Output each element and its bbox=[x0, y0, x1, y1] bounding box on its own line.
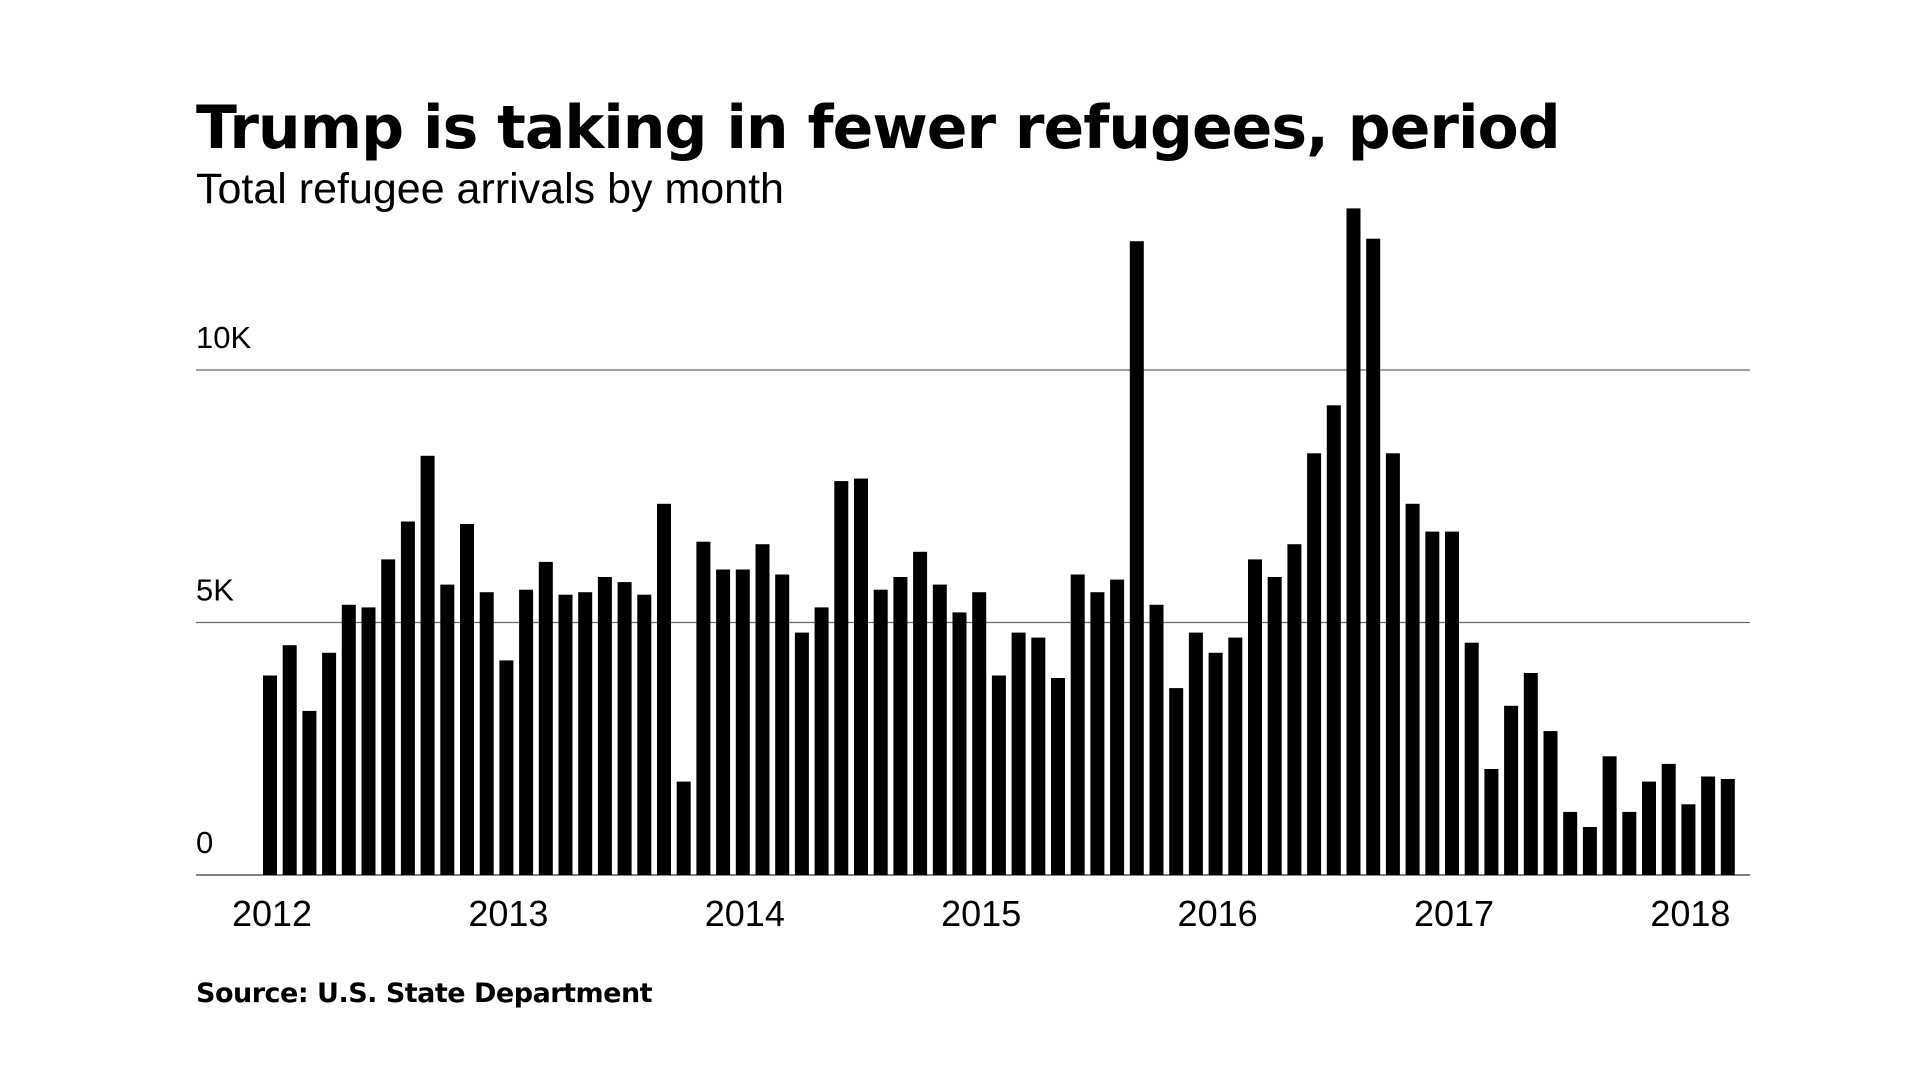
bar bbox=[1110, 579, 1125, 875]
bar bbox=[1248, 559, 1262, 875]
bar bbox=[1642, 781, 1656, 875]
bar bbox=[972, 592, 987, 875]
bar bbox=[1484, 769, 1499, 875]
bar bbox=[755, 544, 770, 875]
bar bbox=[1287, 544, 1302, 875]
bar bbox=[578, 592, 593, 875]
y-axis-labels: 0 5K 10K bbox=[196, 320, 251, 860]
bar bbox=[991, 675, 1006, 875]
bar bbox=[519, 589, 534, 875]
bar bbox=[1464, 642, 1479, 875]
bar bbox=[1070, 574, 1085, 875]
bar bbox=[1425, 531, 1440, 875]
bar bbox=[1681, 804, 1696, 875]
bar bbox=[1504, 705, 1519, 875]
bar bbox=[1563, 811, 1578, 875]
source-note: Source: U.S. State Department bbox=[196, 978, 653, 1009]
bar bbox=[1326, 405, 1341, 875]
chart-subtitle: Total refugee arrivals by month bbox=[196, 165, 784, 213]
bar bbox=[361, 607, 376, 875]
bar bbox=[341, 604, 356, 875]
x-tick-label: 2016 bbox=[1178, 893, 1258, 934]
bar bbox=[597, 577, 612, 875]
bar bbox=[460, 524, 474, 875]
bar bbox=[913, 551, 928, 875]
x-tick-label: 2012 bbox=[232, 893, 312, 934]
bar bbox=[775, 574, 790, 875]
bar bbox=[1661, 763, 1676, 875]
bar bbox=[440, 584, 455, 875]
bar bbox=[558, 594, 573, 875]
bar bbox=[1622, 811, 1637, 875]
bar bbox=[1267, 577, 1282, 875]
bar bbox=[499, 660, 514, 875]
x-tick-label: 2018 bbox=[1650, 893, 1730, 934]
bar bbox=[1720, 779, 1735, 875]
bar bbox=[263, 675, 277, 875]
bar bbox=[952, 612, 967, 875]
bar bbox=[1188, 632, 1203, 875]
bar bbox=[1543, 731, 1558, 875]
bar bbox=[657, 503, 671, 875]
bar bbox=[1129, 241, 1144, 875]
y-tick-label: 5K bbox=[196, 573, 234, 608]
y-tick-label: 0 bbox=[196, 825, 213, 860]
bar bbox=[1208, 652, 1223, 875]
bar bbox=[1169, 688, 1184, 875]
bar bbox=[735, 569, 750, 875]
bar bbox=[1051, 678, 1065, 875]
bar bbox=[1366, 238, 1381, 875]
bar bbox=[1405, 503, 1420, 875]
bar bbox=[322, 652, 337, 875]
bar bbox=[617, 582, 632, 875]
bar bbox=[893, 577, 908, 875]
bar bbox=[854, 478, 868, 875]
bar bbox=[1701, 776, 1716, 875]
bar bbox=[400, 521, 415, 875]
bar bbox=[538, 561, 553, 875]
bar bbox=[1445, 531, 1459, 875]
bar bbox=[1523, 673, 1538, 875]
bar bbox=[1307, 453, 1322, 875]
bar bbox=[873, 589, 888, 875]
bar bbox=[794, 632, 809, 875]
bar bbox=[1346, 208, 1361, 875]
x-tick-label: 2017 bbox=[1414, 893, 1494, 934]
y-tick-label: 10K bbox=[196, 320, 251, 355]
bar bbox=[1031, 637, 1046, 875]
bar bbox=[1090, 592, 1105, 875]
bar bbox=[479, 592, 494, 875]
bar bbox=[696, 541, 711, 875]
x-tick-label: 2014 bbox=[705, 893, 785, 934]
bar bbox=[1385, 453, 1400, 875]
x-tick-label: 2015 bbox=[941, 893, 1021, 934]
bar bbox=[381, 559, 396, 875]
bar bbox=[814, 607, 829, 875]
bar bbox=[1149, 604, 1164, 875]
bars bbox=[263, 208, 1735, 875]
bar bbox=[1602, 756, 1617, 875]
bar bbox=[834, 481, 849, 875]
bar bbox=[637, 594, 652, 875]
chart-title: Trump is taking in fewer refugees, perio… bbox=[196, 93, 1561, 163]
bar bbox=[282, 645, 297, 875]
bar bbox=[1011, 632, 1026, 875]
bar bbox=[302, 710, 317, 875]
bar bbox=[420, 455, 435, 875]
x-axis-labels: 2012 2013 2014 2015 2016 2017 2018 bbox=[232, 893, 1730, 934]
x-tick-label: 2013 bbox=[468, 893, 548, 934]
bar bbox=[932, 584, 947, 875]
bar bbox=[716, 569, 731, 875]
bar bbox=[1228, 637, 1243, 875]
bar bbox=[676, 781, 691, 875]
bar bbox=[1582, 827, 1597, 875]
